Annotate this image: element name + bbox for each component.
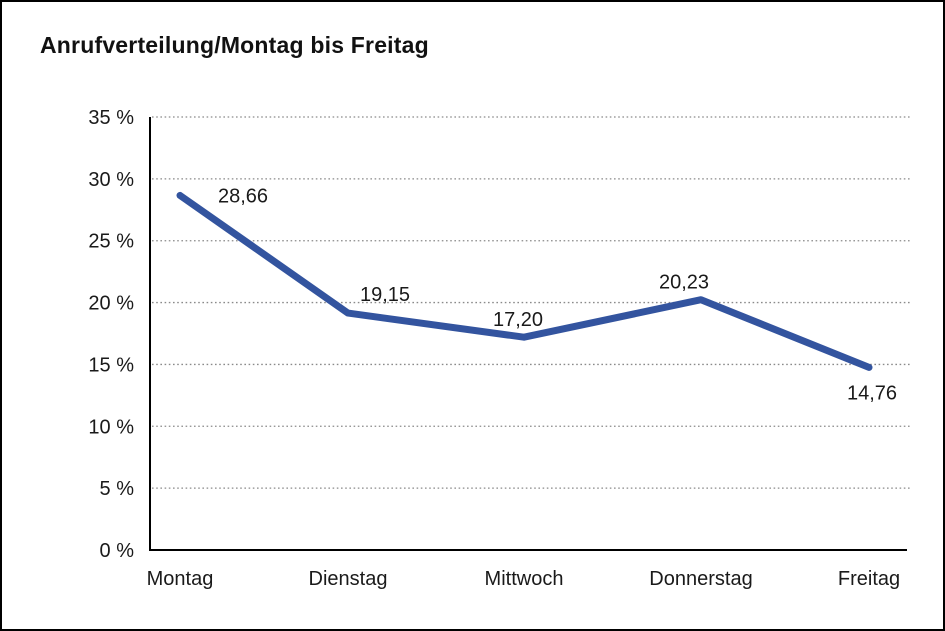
x-category-label: Montag [147, 568, 214, 590]
data-label: 14,76 [847, 382, 897, 404]
y-tick-label: 15 % [88, 354, 134, 376]
x-category-label: Freitag [838, 568, 900, 590]
y-tick-label: 30 % [88, 169, 134, 191]
y-tick-label: 25 % [88, 231, 134, 253]
y-tick-label: 5 % [100, 478, 135, 500]
x-category-label: Mittwoch [485, 568, 564, 590]
x-category-label: Dienstag [309, 568, 388, 590]
x-category-label: Donnerstag [649, 568, 752, 590]
chart-title: Anrufverteilung/Montag bis Freitag [40, 32, 429, 58]
data-label: 19,15 [360, 284, 410, 306]
data-label: 20,23 [659, 272, 709, 294]
y-tick-label: 10 % [88, 416, 134, 438]
y-tick-label: 35 % [88, 107, 134, 129]
y-tick-label: 20 % [88, 293, 134, 315]
data-label: 28,66 [218, 185, 268, 207]
y-tick-label: 0 % [100, 540, 135, 562]
data-label: 17,20 [493, 309, 543, 331]
data-line [176, 191, 873, 371]
